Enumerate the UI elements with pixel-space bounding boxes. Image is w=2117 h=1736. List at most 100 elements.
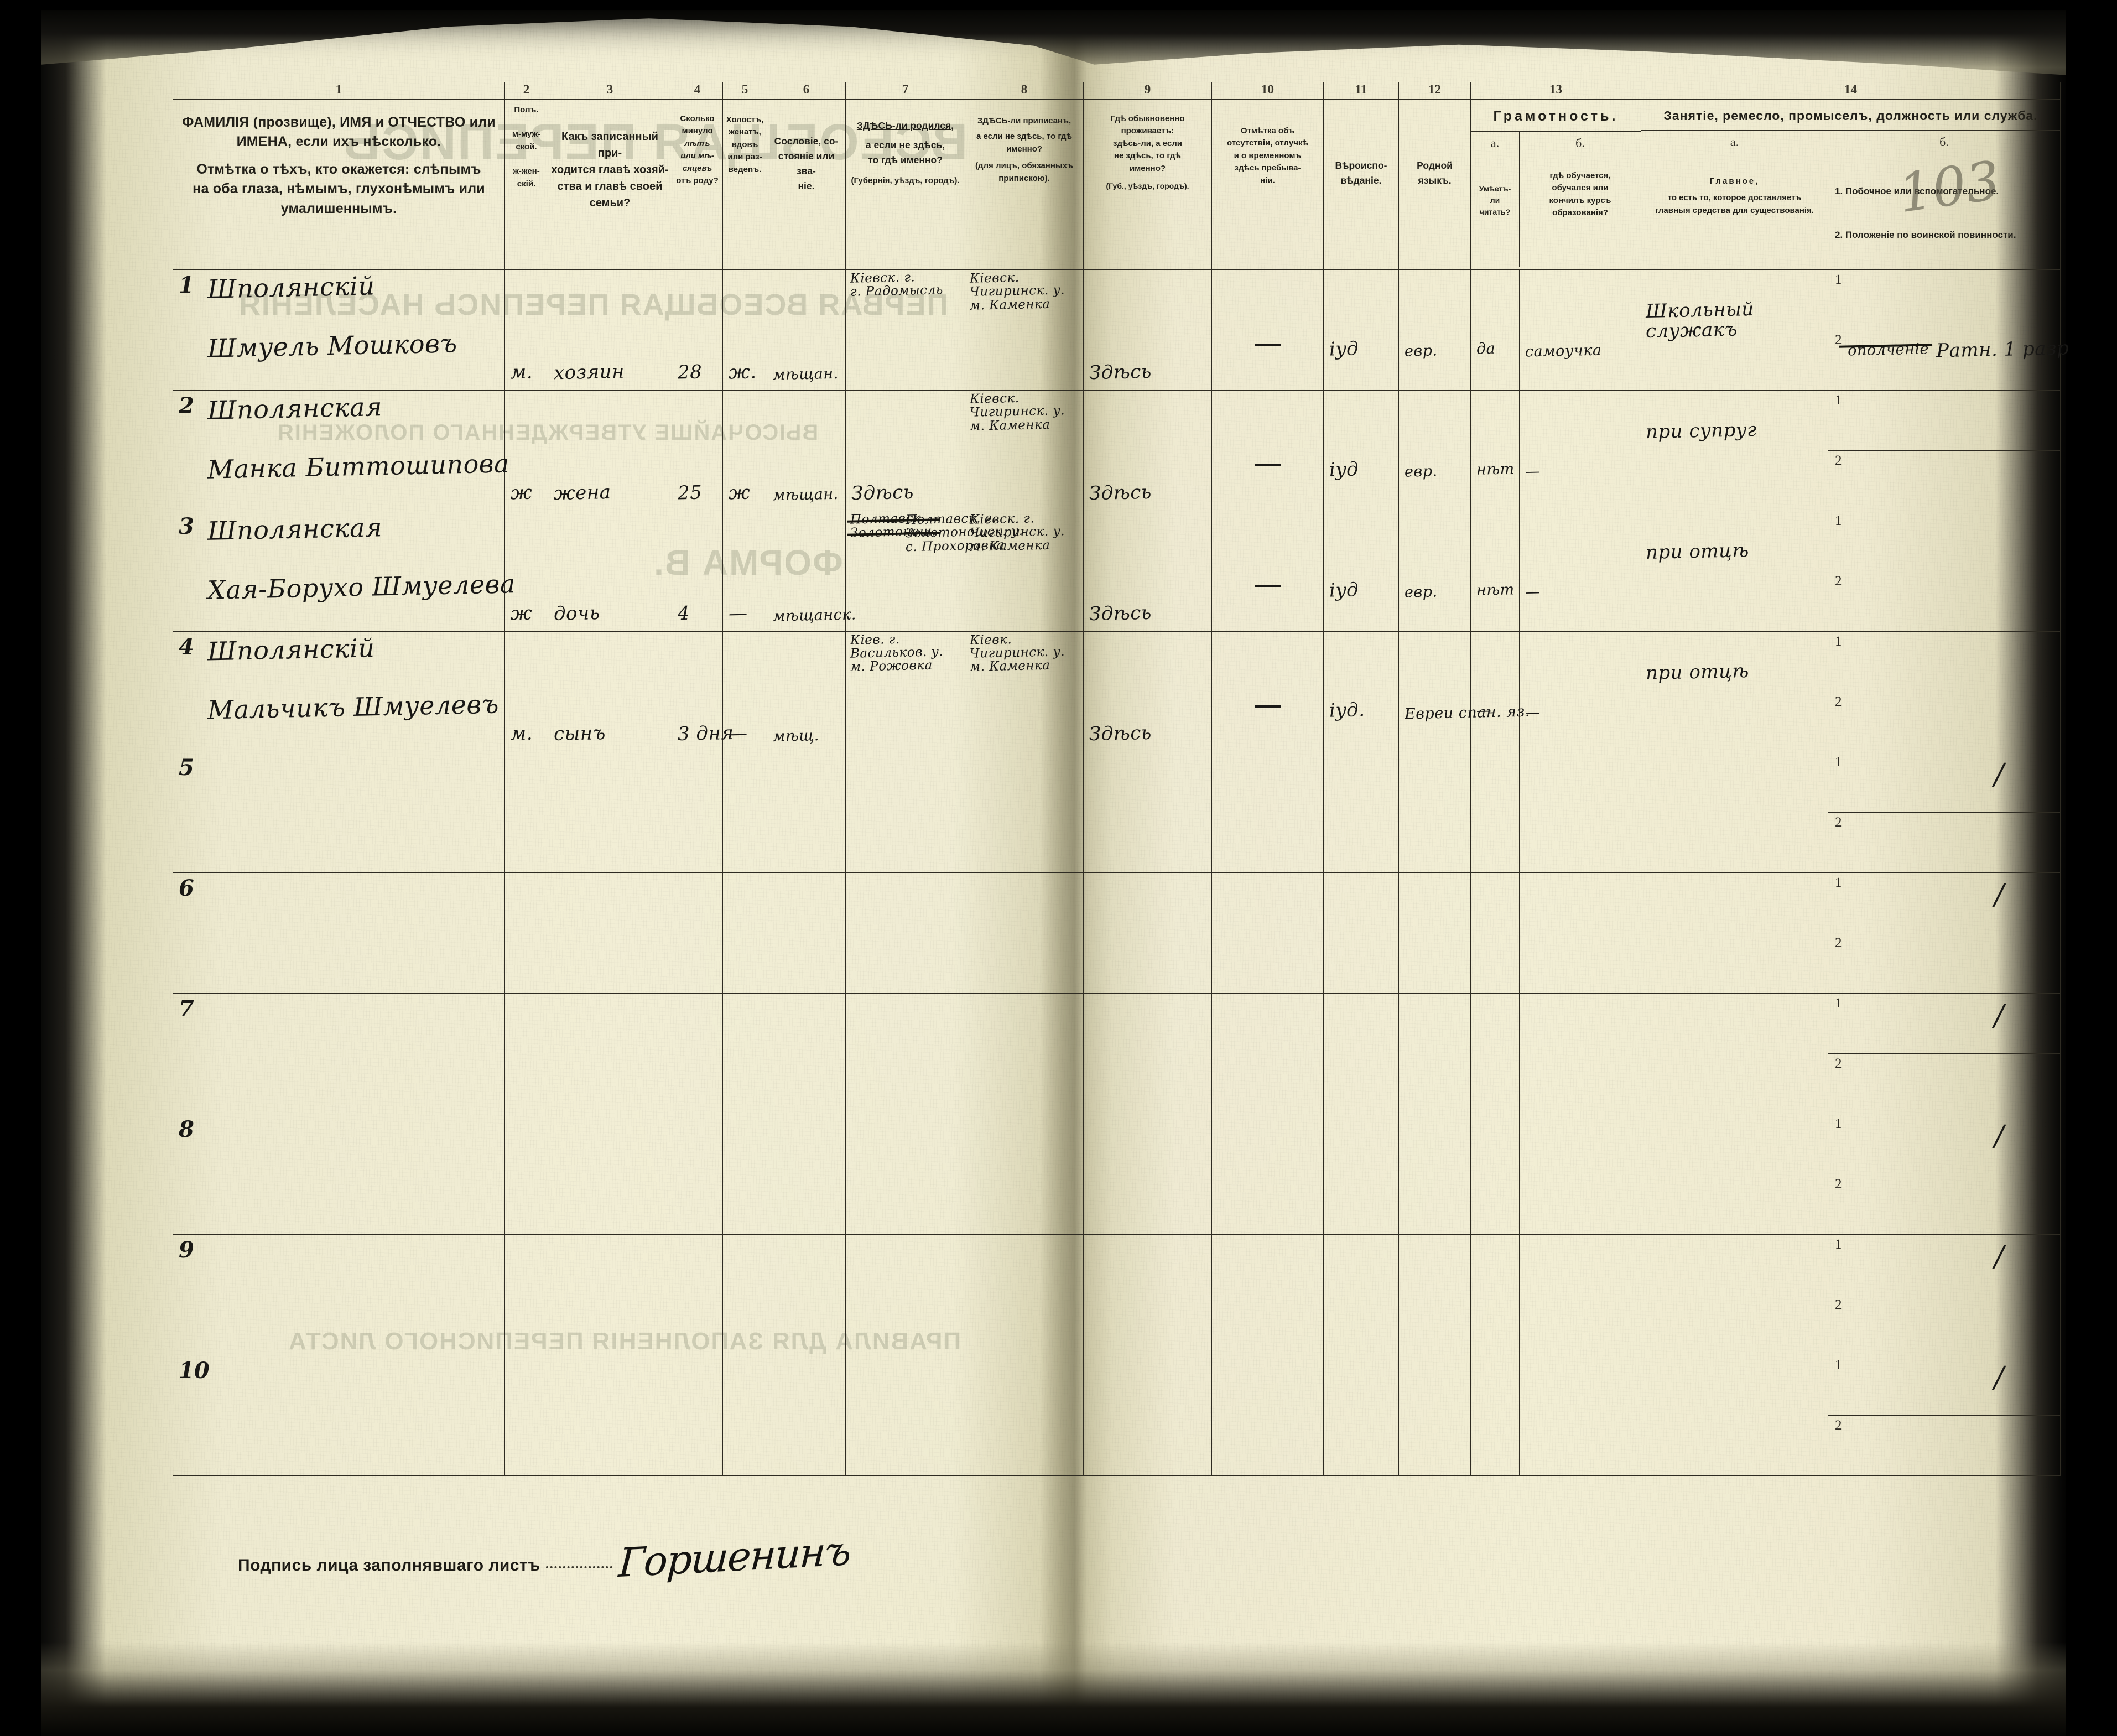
cell-name[interactable]: 5: [173, 752, 505, 874]
cell-education[interactable]: самоучка: [1519, 269, 1641, 391]
cell-education[interactable]: —: [1519, 511, 1641, 632]
cell-name[interactable]: 7: [173, 993, 505, 1115]
cell-relation[interactable]: [548, 872, 672, 994]
cell-language[interactable]: [1398, 1234, 1471, 1355]
cell-language[interactable]: евр.: [1398, 269, 1471, 391]
cell-religion[interactable]: [1323, 993, 1399, 1115]
cell-estate[interactable]: мѣщ.: [767, 631, 846, 753]
cell-marital[interactable]: [722, 1355, 767, 1476]
cell-birthplace[interactable]: [845, 1114, 965, 1235]
cell-marital[interactable]: [722, 752, 767, 874]
cell-occupation-side-military[interactable]: 1 / 2: [1828, 1114, 2061, 1235]
cell-registered[interactable]: Кіевск. г. Чигиринск. у. м. Каменка: [965, 511, 1084, 632]
cell-language[interactable]: Евреи спан. яз.: [1398, 631, 1530, 753]
cell-relation[interactable]: [548, 1355, 672, 1476]
table-row[interactable]: 2 Шполянская Манка Биттошипова ж жена 25 ж мѣща…: [173, 390, 2061, 512]
table-row[interactable]: 1 Шполянскій Шмуель Мошковъ м. хозяин 28 ж. мѣщ…: [173, 269, 2069, 391]
cell-religion[interactable]: iyд: [1323, 390, 1399, 512]
cell-registered[interactable]: Кіевск. Чигиринск. у. м. Каменка: [965, 269, 1084, 391]
cell-relation[interactable]: дочь: [548, 511, 672, 632]
cell-residence[interactable]: Здѣсь: [1083, 631, 1212, 753]
cell-name[interactable]: 4 Шполянскій Мальчикъ Шмуелевъ: [173, 631, 505, 753]
cell-absence[interactable]: [1211, 872, 1324, 994]
cell-relation[interactable]: хозяин: [548, 269, 672, 391]
cell-age[interactable]: 3 дня: [672, 631, 734, 753]
cell-name[interactable]: 8: [173, 1114, 505, 1235]
cell-language[interactable]: [1398, 1114, 1471, 1235]
cell-residence[interactable]: [1083, 1114, 1212, 1235]
cell-language[interactable]: [1398, 1355, 1471, 1476]
cell-religion[interactable]: iyд: [1323, 269, 1399, 391]
cell-registered[interactable]: [965, 1355, 1084, 1476]
cell-education[interactable]: [1519, 872, 1641, 994]
cell-occupation-main[interactable]: [1641, 752, 1828, 874]
cell-birthplace[interactable]: [845, 1355, 965, 1476]
cell-occupation-main[interactable]: при отцѣ: [1641, 631, 1828, 753]
cell-estate[interactable]: [767, 993, 846, 1115]
cell-residence[interactable]: Здѣсь: [1083, 269, 1212, 391]
cell-education[interactable]: [1519, 1234, 1641, 1355]
cell-birthplace[interactable]: Здѣсь: [845, 390, 965, 512]
cell-religion[interactable]: [1323, 752, 1399, 874]
cell-age[interactable]: [672, 1114, 723, 1235]
cell-absence[interactable]: [1211, 1355, 1324, 1476]
cell-absence[interactable]: [1211, 269, 1324, 391]
cell-religion[interactable]: iyд: [1323, 511, 1399, 632]
table-row[interactable]: 8 1 / 2: [173, 1114, 2061, 1235]
cell-registered[interactable]: Кіевк. Чигиринск. у. м. Каменка: [965, 631, 1084, 753]
cell-name[interactable]: 10: [173, 1355, 505, 1476]
cell-estate[interactable]: мѣщанск.: [767, 511, 856, 632]
cell-residence[interactable]: [1083, 1234, 1212, 1355]
cell-age[interactable]: [672, 872, 723, 994]
cell-education[interactable]: [1519, 752, 1641, 874]
cell-marital[interactable]: [722, 993, 767, 1115]
cell-language[interactable]: евр.: [1398, 511, 1471, 632]
cell-estate[interactable]: [767, 872, 846, 994]
cell-age[interactable]: 28: [672, 269, 723, 391]
cell-education[interactable]: —: [1519, 631, 1641, 753]
table-row[interactable]: 9 1 / 2: [173, 1234, 2061, 1355]
cell-birthplace[interactable]: [845, 993, 965, 1115]
cell-relation[interactable]: жена: [548, 390, 672, 512]
cell-birthplace[interactable]: [845, 1234, 965, 1355]
cell-language[interactable]: [1398, 872, 1471, 994]
cell-registered[interactable]: Кіевск. Чигиринск. у. м. Каменка: [965, 390, 1084, 512]
cell-literate[interactable]: [1470, 872, 1520, 994]
cell-birthplace[interactable]: Кіевск. г. г. Радомысль: [845, 269, 965, 391]
cell-residence[interactable]: [1083, 993, 1212, 1115]
cell-relation[interactable]: [548, 1114, 672, 1235]
cell-sex[interactable]: [504, 752, 548, 874]
cell-relation[interactable]: [548, 752, 672, 874]
cell-estate[interactable]: [767, 1234, 846, 1355]
cell-occupation-side-military[interactable]: 1 / 2: [1828, 993, 2061, 1115]
cell-residence[interactable]: [1083, 752, 1212, 874]
cell-marital[interactable]: ж.: [722, 269, 767, 391]
cell-name[interactable]: 6: [173, 872, 505, 994]
cell-religion[interactable]: [1323, 872, 1399, 994]
cell-age[interactable]: 25: [672, 390, 723, 512]
cell-absence[interactable]: [1211, 390, 1324, 512]
cell-occupation-side-military[interactable]: 1 / 2: [1828, 1234, 2061, 1355]
cell-marital[interactable]: —: [722, 631, 767, 753]
cell-marital[interactable]: [722, 872, 767, 994]
table-row[interactable]: 5 1 / 2: [173, 752, 2061, 874]
cell-literate[interactable]: [1470, 993, 1520, 1115]
cell-age[interactable]: 4: [672, 511, 723, 632]
cell-occupation-side-military[interactable]: 1 / 2: [1828, 872, 2061, 994]
table-row[interactable]: 3 Шполянская Хая-Борухо Шмуелева ж дочь 4 — мѣщ…: [173, 511, 2061, 632]
cell-absence[interactable]: [1211, 1234, 1324, 1355]
cell-literate[interactable]: [1470, 1355, 1520, 1476]
cell-occupation-main[interactable]: [1641, 872, 1828, 994]
cell-age[interactable]: [672, 1355, 723, 1476]
cell-literate[interactable]: нѣт: [1470, 511, 1520, 632]
cell-education[interactable]: [1519, 993, 1641, 1115]
cell-sex[interactable]: [504, 993, 548, 1115]
cell-sex[interactable]: [504, 1234, 548, 1355]
cell-sex[interactable]: [504, 1114, 548, 1235]
cell-absence[interactable]: [1211, 752, 1324, 874]
cell-occupation-main[interactable]: [1641, 1234, 1828, 1355]
cell-estate[interactable]: [767, 1114, 846, 1235]
